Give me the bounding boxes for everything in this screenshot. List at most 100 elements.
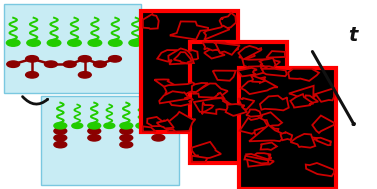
Circle shape (54, 122, 67, 129)
Polygon shape (238, 98, 254, 109)
Polygon shape (167, 94, 193, 106)
Circle shape (109, 56, 121, 62)
Polygon shape (238, 68, 257, 76)
Circle shape (109, 40, 122, 46)
Bar (190, 42, 287, 163)
Circle shape (67, 40, 81, 46)
Polygon shape (288, 69, 319, 81)
Polygon shape (254, 126, 278, 136)
Polygon shape (262, 69, 287, 76)
Circle shape (47, 40, 61, 46)
Circle shape (6, 40, 20, 46)
Polygon shape (280, 132, 292, 140)
Polygon shape (213, 42, 240, 55)
Polygon shape (204, 49, 225, 59)
Polygon shape (312, 115, 334, 133)
Polygon shape (157, 50, 176, 63)
Polygon shape (266, 51, 285, 58)
Polygon shape (289, 86, 314, 100)
Circle shape (104, 123, 115, 129)
Polygon shape (194, 98, 228, 114)
Circle shape (120, 141, 133, 148)
Bar (141, 11, 238, 132)
Polygon shape (192, 84, 228, 98)
Text: t: t (348, 26, 357, 45)
Circle shape (78, 72, 91, 78)
Circle shape (129, 40, 143, 46)
FancyArrowPatch shape (23, 97, 48, 104)
Circle shape (136, 123, 147, 129)
Polygon shape (202, 103, 213, 114)
Polygon shape (192, 83, 208, 92)
Circle shape (88, 40, 102, 46)
Polygon shape (290, 94, 313, 108)
Polygon shape (164, 82, 194, 97)
Circle shape (78, 56, 91, 62)
Polygon shape (239, 50, 255, 59)
Circle shape (26, 56, 38, 62)
Circle shape (152, 122, 165, 129)
Polygon shape (241, 77, 278, 94)
Polygon shape (246, 109, 262, 117)
Polygon shape (260, 58, 276, 68)
Circle shape (54, 141, 67, 148)
Circle shape (54, 135, 67, 141)
Polygon shape (164, 120, 176, 132)
Circle shape (54, 128, 67, 134)
Polygon shape (204, 26, 230, 40)
Circle shape (152, 135, 165, 141)
Polygon shape (211, 98, 231, 108)
Polygon shape (261, 64, 270, 70)
Polygon shape (238, 46, 261, 60)
Polygon shape (247, 66, 267, 76)
Polygon shape (169, 48, 194, 64)
Circle shape (120, 122, 133, 129)
Polygon shape (298, 136, 318, 143)
Polygon shape (225, 104, 247, 116)
Polygon shape (260, 112, 282, 126)
Polygon shape (306, 163, 334, 176)
Polygon shape (304, 95, 318, 103)
Circle shape (152, 128, 165, 134)
Polygon shape (261, 143, 277, 150)
Circle shape (120, 135, 133, 141)
Polygon shape (202, 42, 231, 50)
Polygon shape (155, 79, 179, 91)
Polygon shape (159, 91, 188, 103)
Polygon shape (214, 93, 225, 99)
Polygon shape (242, 59, 280, 71)
Polygon shape (222, 45, 238, 53)
Polygon shape (192, 142, 221, 159)
Polygon shape (251, 75, 266, 83)
Bar (239, 68, 336, 189)
Polygon shape (260, 96, 289, 110)
Polygon shape (182, 50, 198, 60)
Circle shape (44, 61, 57, 67)
Polygon shape (249, 153, 271, 162)
Bar (41, 96, 179, 185)
Polygon shape (143, 126, 156, 132)
Polygon shape (166, 112, 195, 132)
Polygon shape (291, 134, 315, 148)
Circle shape (88, 128, 101, 134)
Bar (4, 4, 141, 93)
Polygon shape (143, 14, 159, 29)
Circle shape (26, 72, 38, 78)
Circle shape (27, 40, 40, 46)
Polygon shape (220, 13, 236, 29)
Polygon shape (170, 21, 208, 40)
Polygon shape (213, 71, 236, 81)
Polygon shape (147, 117, 166, 126)
Circle shape (88, 135, 101, 141)
Polygon shape (240, 118, 269, 134)
Polygon shape (314, 88, 334, 102)
Circle shape (7, 61, 20, 67)
Circle shape (88, 122, 101, 129)
Polygon shape (300, 92, 316, 101)
Polygon shape (157, 120, 174, 128)
Polygon shape (316, 138, 331, 145)
Polygon shape (174, 52, 192, 63)
Polygon shape (249, 125, 282, 141)
Circle shape (93, 61, 106, 67)
Circle shape (120, 128, 133, 134)
